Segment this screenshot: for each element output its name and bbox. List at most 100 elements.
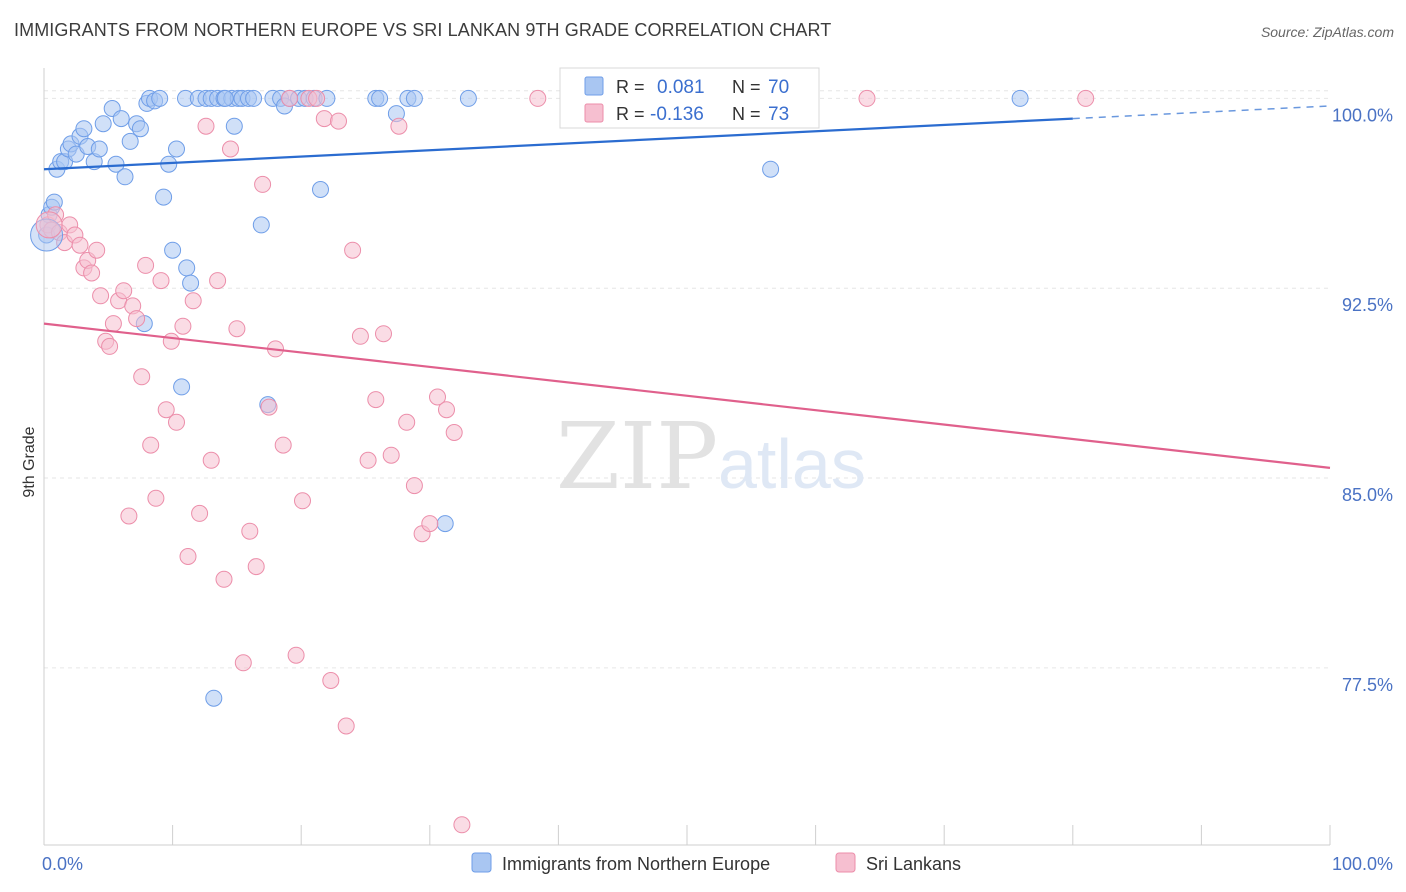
point-sri-lankans — [281, 89, 299, 107]
point-sri-lankans — [162, 332, 180, 350]
x-tick-label-max: 100.0% — [1332, 854, 1393, 874]
point-sri-lankans — [351, 327, 369, 345]
y-tick-label: 85.0% — [1342, 485, 1393, 505]
chart-title: IMMIGRANTS FROM NORTHERN EUROPE VS SRI L… — [14, 20, 832, 40]
point-sri-lankans — [322, 672, 340, 689]
legend-swatch-northern-europe — [584, 76, 604, 96]
y-tick-label: 100.0% — [1332, 105, 1393, 125]
point-sri-lankans — [858, 89, 876, 107]
point-sri-lankans — [179, 548, 197, 565]
point-sri-lankans — [115, 282, 133, 300]
point-sri-lankans — [92, 287, 110, 305]
x-tick-label-min: 0.0% — [42, 854, 83, 874]
point-sri-lankans — [375, 325, 392, 343]
trend-line-northern-europe — [43, 117, 1073, 171]
point-sri-lankans — [359, 451, 377, 469]
trend-lines — [43, 105, 1331, 469]
point-sri-lankans — [241, 522, 259, 540]
point-northern-europe — [216, 89, 234, 107]
point-northern-europe — [205, 689, 223, 707]
point-sri-lankans — [247, 558, 265, 576]
point-sri-lankans — [445, 424, 463, 441]
point-northern-europe — [762, 160, 780, 178]
watermark: ZIP atlas — [556, 403, 866, 510]
point-northern-europe — [245, 89, 263, 107]
point-sri-lankans — [191, 504, 209, 522]
point-sri-lankans — [147, 489, 165, 507]
legend-r-label-2: R = — [616, 104, 645, 124]
legend-n-label-2: N = — [732, 104, 761, 124]
point-sri-lankans — [104, 315, 122, 333]
point-sri-lankans — [137, 256, 155, 274]
point-sri-lankans — [222, 140, 239, 158]
series-legend-swatch-sri-lankans — [835, 852, 856, 873]
point-sri-lankans — [398, 413, 416, 431]
point-sri-lankans — [453, 816, 471, 834]
point-sri-lankans — [202, 451, 220, 469]
point-sri-lankans — [197, 117, 215, 135]
point-northern-europe — [107, 155, 125, 173]
point-sri-lankans — [101, 337, 119, 355]
point-northern-europe — [371, 89, 389, 107]
point-sri-lankans — [429, 388, 446, 406]
point-sri-lankans — [405, 477, 423, 495]
point-sri-lankans — [274, 436, 292, 454]
point-northern-europe — [112, 110, 130, 128]
point-sri-lankans — [83, 264, 101, 282]
y-tick-label: 92.5% — [1342, 295, 1393, 315]
point-sri-lankans — [234, 654, 252, 672]
legend-n-value-2: 73 — [768, 104, 789, 125]
y-tick-label: 77.5% — [1342, 675, 1393, 695]
point-sri-lankans — [152, 272, 170, 290]
series-legend-swatch-northern-europe — [471, 852, 492, 873]
point-northern-europe — [436, 515, 454, 533]
legend-r-value-2: -0.136 — [650, 104, 704, 125]
point-sri-lankans — [315, 110, 333, 128]
point-northern-europe — [155, 188, 173, 206]
point-sri-lankans-cluster — [35, 211, 63, 239]
point-northern-europe — [182, 274, 200, 292]
point-northern-europe — [151, 89, 169, 107]
point-sri-lankans — [228, 320, 246, 338]
point-sri-lankans — [1077, 89, 1095, 107]
point-sri-lankans — [133, 368, 151, 386]
point-sri-lankans — [142, 436, 160, 454]
legend-swatch-sri-lankans — [584, 103, 604, 123]
point-sri-lankans — [382, 446, 400, 464]
point-sri-lankans — [344, 241, 362, 259]
point-sri-lankans — [174, 317, 192, 335]
point-northern-europe — [164, 241, 182, 259]
point-sri-lankans — [529, 89, 547, 107]
point-northern-europe — [173, 378, 191, 396]
stats-legend: R = 0.081 N = 70 R = -0.136 N = 73 — [559, 67, 820, 129]
point-northern-europe — [312, 181, 329, 198]
point-sri-lankans — [71, 236, 89, 254]
point-northern-europe — [168, 140, 185, 158]
point-northern-europe — [405, 89, 423, 107]
point-sri-lankans — [254, 175, 272, 193]
point-sri-lankans — [421, 515, 439, 533]
point-northern-europe — [1011, 89, 1029, 107]
point-northern-europe — [178, 259, 196, 277]
point-northern-europe — [121, 132, 139, 150]
point-sri-lankans — [287, 646, 305, 664]
source-label: Source: ZipAtlas.com — [1260, 24, 1394, 40]
point-sri-lankans — [337, 717, 355, 735]
point-sri-lankans — [88, 241, 106, 259]
point-sri-lankans — [168, 413, 185, 431]
legend-r-label-1: R = — [616, 77, 645, 97]
point-sri-lankans — [438, 401, 455, 419]
trend-line-northern-europe-extension — [1072, 105, 1331, 120]
point-sri-lankans — [294, 492, 311, 510]
series-legend-label-northern-europe: Immigrants from Northern Europe — [502, 854, 770, 874]
axes: 100.0% 92.5% 85.0% 77.5% — [43, 68, 1393, 846]
gridlines — [44, 90, 1330, 669]
point-northern-europe — [131, 120, 149, 138]
trend-line-sri-lankans — [43, 322, 1331, 469]
point-sri-lankans — [215, 570, 233, 588]
point-sri-lankans — [308, 89, 326, 107]
legend-r-value-1: 0.081 — [657, 77, 705, 98]
data-points — [30, 89, 1095, 834]
series-legend: Immigrants from Northern Europe Sri Lank… — [471, 852, 961, 874]
